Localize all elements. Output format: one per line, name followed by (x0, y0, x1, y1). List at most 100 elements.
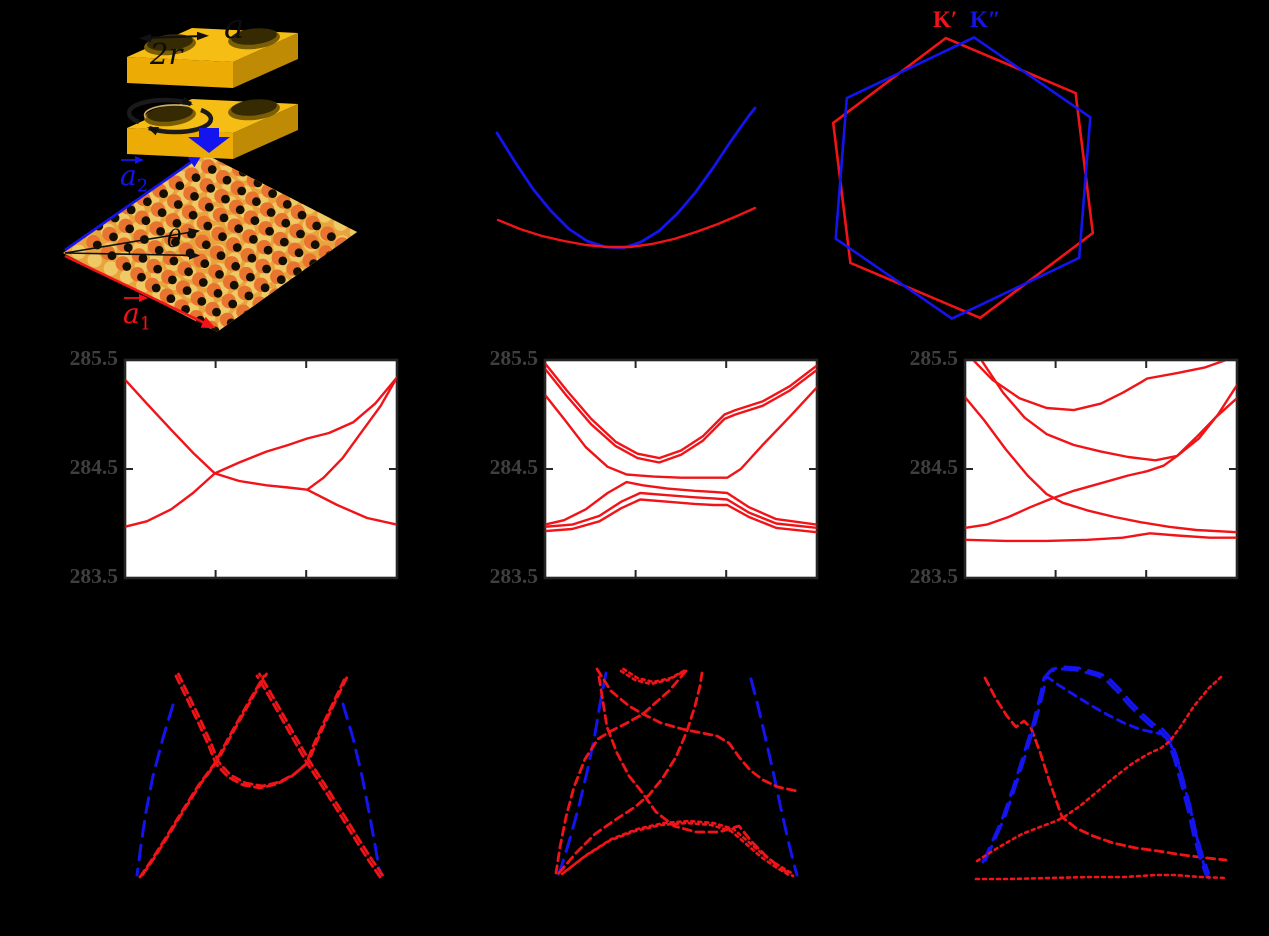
moire-hole-overlap (219, 213, 229, 223)
moire-hole-overlap (237, 186, 247, 196)
moire-hole-overlap (229, 280, 239, 290)
moire-hole-overlap (243, 310, 252, 320)
lattice-vector-a2-arrow (64, 154, 203, 252)
moire-hole-overlap (262, 264, 271, 274)
moire-hole-overlap (268, 189, 277, 199)
stack-down-arrow-icon (188, 137, 230, 153)
lattice-vector-a1-arrow (64, 254, 216, 329)
moire-hole-overlap (309, 259, 319, 268)
moire-hole-top-layer (333, 256, 348, 271)
moire-hole-top-layer (334, 237, 350, 252)
red-flat-band (974, 873, 1229, 881)
band-second (980, 361, 1237, 462)
moire-hole-overlap (296, 229, 305, 239)
hybrid-band (174, 674, 348, 790)
lattice-vector-a2-label: a2 (120, 162, 148, 196)
plot-frame (123, 358, 399, 580)
lower-slab-hole-shadow (231, 99, 277, 116)
twist-angle-arrow-tilted (64, 228, 200, 254)
moire-hole-overlap (281, 218, 291, 228)
moire-hole-overlap (172, 218, 182, 228)
moire-hole-overlap (137, 272, 146, 282)
moire-hole-overlap (297, 210, 307, 220)
moire-hole-overlap (126, 205, 136, 215)
moire-hole-overlap (356, 253, 357, 263)
moire-hole-overlap (266, 208, 276, 217)
moire-hole-overlap (235, 205, 245, 215)
moire-hole-overlap (250, 216, 260, 226)
folded-band-panel-i (974, 665, 1229, 881)
ytick-label: 284.5 (69, 455, 118, 479)
moire-hole-overlap (215, 270, 224, 279)
moire-hole-overlap (216, 251, 226, 260)
moire-hole-overlap (122, 262, 132, 271)
moire-hole-overlap (228, 299, 238, 309)
moire-hole-overlap (169, 256, 179, 266)
cone-red-arm-right (258, 672, 384, 877)
moire-hole-overlap (153, 264, 163, 274)
moire-hole-overlap (184, 267, 194, 277)
plot-frame (963, 358, 1239, 580)
blue-arch (984, 665, 1210, 875)
moire-hole-bottom-layer (103, 261, 119, 276)
moire-hole-overlap (156, 227, 166, 236)
moire-hole-overlap (143, 197, 152, 207)
moire-hole-overlap (210, 326, 220, 332)
moire-hole-overlap (221, 194, 230, 204)
hybrid-band (177, 672, 350, 788)
moire-hole-overlap (310, 240, 320, 250)
band-pair-upper-a (545, 362, 817, 460)
moire-hole-overlap (141, 216, 151, 226)
moire-hole-overlap (154, 245, 164, 255)
moire-hole-overlap (253, 178, 263, 188)
moire-hole-overlap (200, 259, 210, 269)
moire-hole-overlap (263, 245, 273, 255)
stack-arrow-stem (199, 128, 219, 137)
a1-letter: a (123, 297, 140, 330)
moire-hole-overlap (231, 261, 241, 271)
moire-hole-overlap (188, 210, 198, 220)
moire-hole-overlap (206, 183, 216, 193)
moire-hole-top-layer (284, 280, 300, 295)
moire-hole-overlap (324, 269, 333, 279)
a1-subscript: 1 (139, 313, 152, 335)
moire-hole-overlap (159, 189, 169, 199)
moire-hole-overlap (166, 294, 176, 304)
axis-ticks (966, 361, 1236, 577)
moire-hole-overlap (151, 283, 161, 293)
moire-hole-overlap (282, 200, 292, 209)
moire-hole-overlap (191, 173, 201, 183)
band-flat (965, 532, 1237, 543)
band-lower-c (545, 498, 817, 534)
moire-hole-overlap (175, 181, 185, 191)
ytick-label: 285.5 (489, 346, 538, 370)
moire-hole-overlap (294, 248, 304, 258)
twist-angle-label: θ (167, 225, 182, 253)
moire-hole-overlap (293, 267, 302, 276)
moire-hole-overlap (190, 192, 199, 201)
moire-hole-overlap (234, 224, 244, 234)
moire-hole-overlap (278, 256, 288, 266)
moire-hole-overlap (244, 291, 254, 301)
moire-hole-overlap (275, 294, 285, 303)
blue-descending (1044, 674, 1211, 880)
axis-ticks (126, 361, 396, 577)
moire-hole-overlap (204, 202, 214, 212)
main-x-ascending (557, 671, 704, 875)
moire-lattice (63, 153, 357, 332)
folded-band-panel-g (135, 672, 384, 879)
moire-hole-top-layer (301, 272, 316, 287)
moire-hole-overlap (213, 288, 223, 298)
moire-hole-overlap (327, 232, 336, 242)
moire-hole-overlap (198, 278, 208, 287)
cone-blue-left (556, 671, 608, 877)
moire-hole-top-layer (236, 304, 251, 319)
moire-hole-overlap (307, 278, 317, 287)
moire-hole-overlap (207, 165, 217, 174)
upper-slab-side-face (233, 33, 298, 88)
twist-angle-arrow-horizontal (64, 250, 200, 260)
moire-hole-top-layer (349, 247, 357, 263)
band-panel-e (543, 358, 819, 580)
moire-hole-bottom-layer (349, 224, 357, 240)
moire-hole-overlap (226, 318, 236, 328)
